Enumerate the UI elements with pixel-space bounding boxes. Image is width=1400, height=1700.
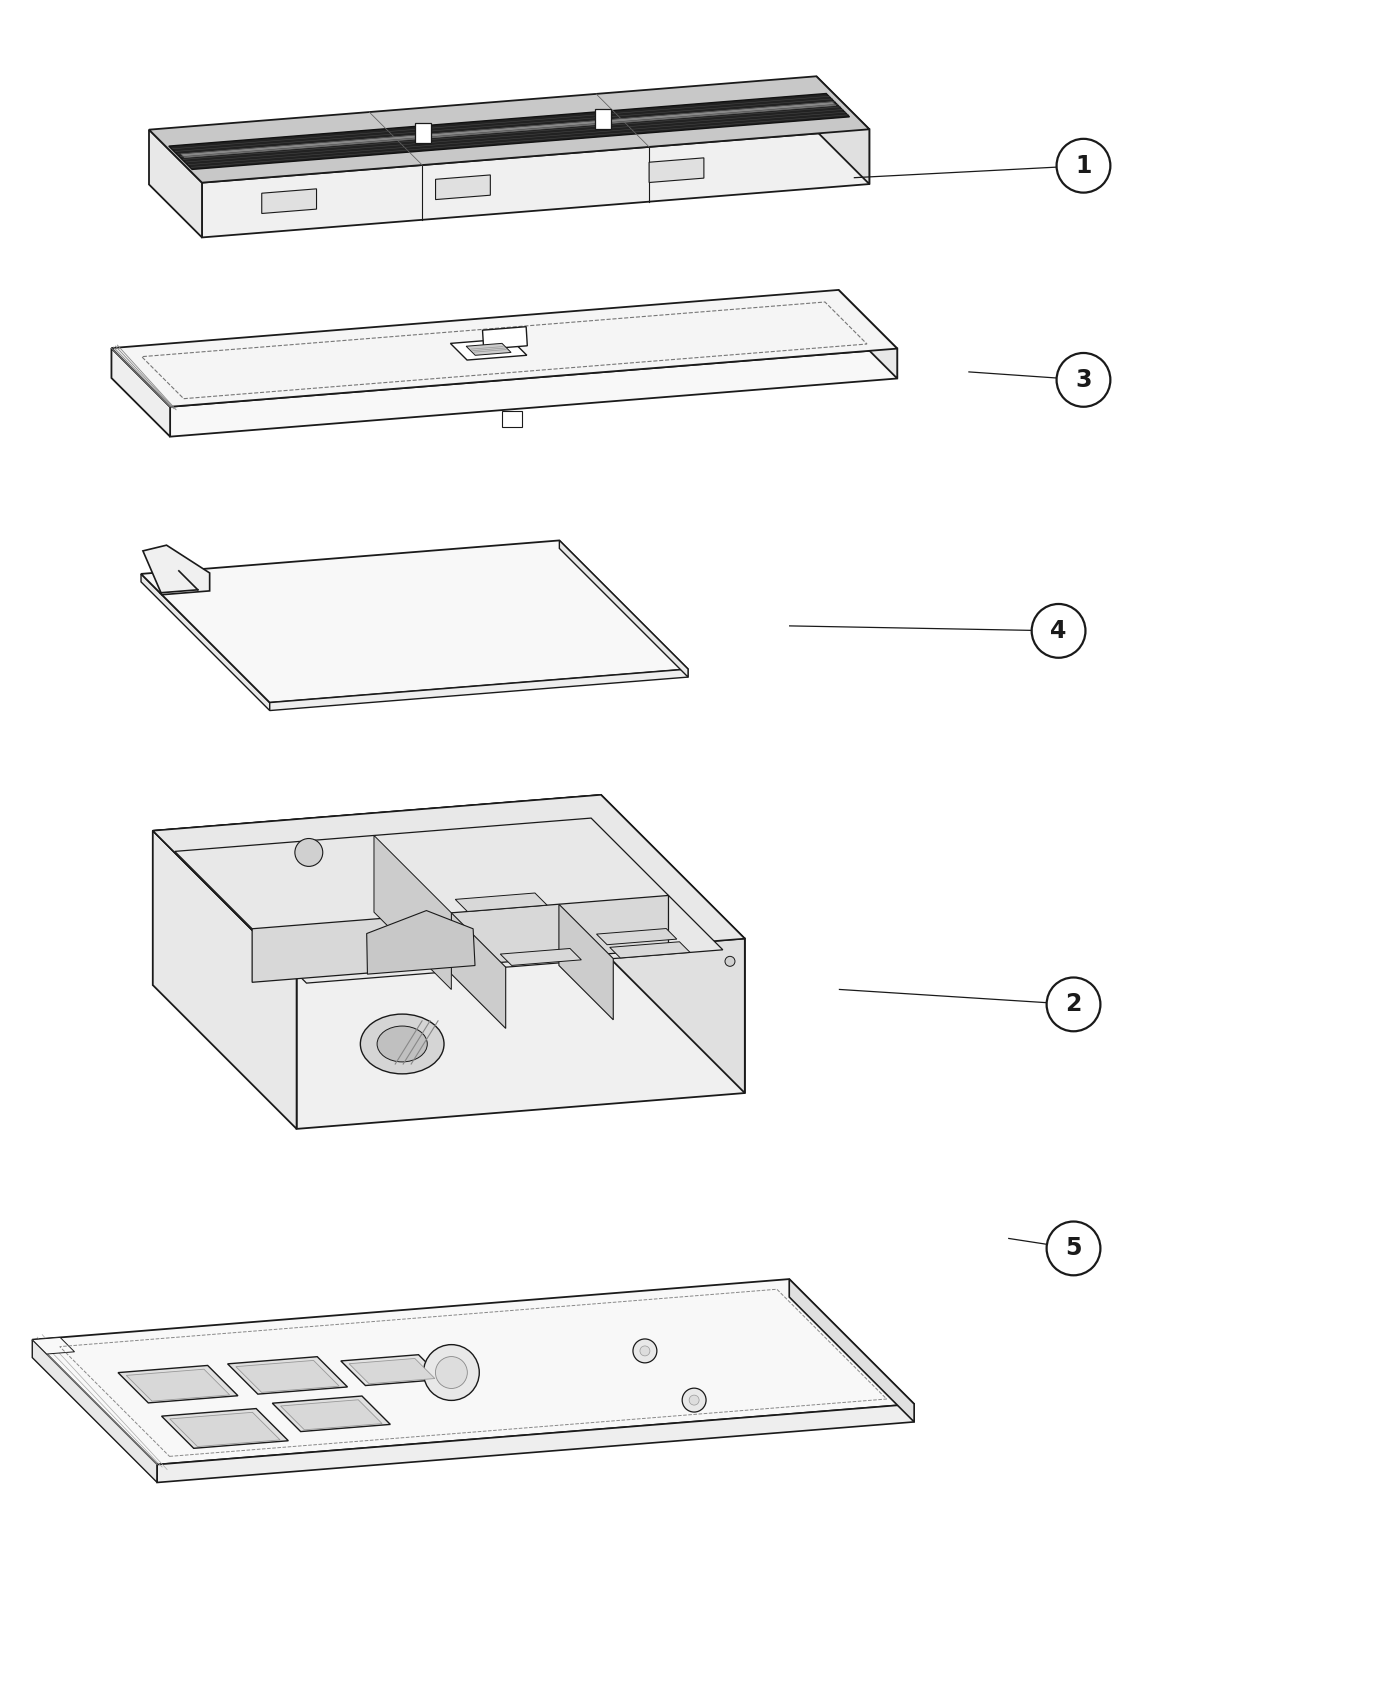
Polygon shape: [610, 942, 690, 957]
Polygon shape: [273, 1396, 391, 1431]
Polygon shape: [650, 158, 704, 182]
Polygon shape: [118, 1365, 238, 1402]
Polygon shape: [141, 575, 270, 711]
Text: 3: 3: [1075, 367, 1092, 393]
Polygon shape: [169, 94, 850, 170]
Polygon shape: [559, 904, 613, 1020]
Polygon shape: [148, 129, 202, 238]
Polygon shape: [595, 109, 610, 129]
Circle shape: [424, 1345, 479, 1401]
Polygon shape: [435, 175, 490, 199]
Polygon shape: [790, 1278, 914, 1421]
Polygon shape: [349, 1358, 435, 1384]
Circle shape: [295, 838, 323, 867]
Polygon shape: [280, 1399, 382, 1430]
Polygon shape: [560, 541, 687, 677]
Circle shape: [725, 957, 735, 966]
Circle shape: [1047, 1222, 1100, 1275]
Polygon shape: [153, 796, 601, 984]
Text: 4: 4: [1050, 619, 1067, 643]
Polygon shape: [596, 928, 676, 945]
Circle shape: [1057, 354, 1110, 406]
Polygon shape: [143, 546, 210, 595]
Polygon shape: [32, 1278, 914, 1465]
Polygon shape: [32, 1340, 157, 1482]
Polygon shape: [112, 291, 897, 406]
Polygon shape: [451, 338, 526, 360]
Circle shape: [689, 1396, 699, 1406]
Polygon shape: [270, 670, 687, 711]
Polygon shape: [451, 913, 505, 1028]
Polygon shape: [153, 796, 745, 974]
Polygon shape: [141, 541, 687, 702]
Text: 1: 1: [1075, 153, 1092, 178]
Polygon shape: [148, 76, 869, 182]
Polygon shape: [414, 122, 431, 143]
Polygon shape: [235, 1360, 339, 1392]
Polygon shape: [169, 1413, 280, 1447]
Polygon shape: [202, 129, 869, 238]
Polygon shape: [367, 911, 475, 974]
Text: 5: 5: [1065, 1236, 1082, 1260]
Polygon shape: [161, 1409, 288, 1448]
Ellipse shape: [360, 1015, 444, 1074]
Polygon shape: [839, 291, 897, 379]
Polygon shape: [175, 818, 722, 983]
Polygon shape: [252, 896, 668, 983]
Polygon shape: [455, 892, 547, 911]
Polygon shape: [126, 1368, 230, 1401]
Polygon shape: [171, 348, 897, 437]
Polygon shape: [374, 835, 451, 989]
Ellipse shape: [377, 1027, 427, 1062]
Polygon shape: [32, 1338, 74, 1353]
Circle shape: [435, 1357, 468, 1389]
Polygon shape: [466, 343, 511, 355]
Circle shape: [682, 1389, 706, 1413]
Polygon shape: [501, 411, 522, 427]
Circle shape: [633, 1340, 657, 1363]
Polygon shape: [262, 189, 316, 214]
Circle shape: [1032, 604, 1085, 658]
Polygon shape: [153, 796, 745, 974]
Text: 2: 2: [1065, 993, 1082, 1017]
Polygon shape: [816, 76, 869, 184]
Circle shape: [640, 1346, 650, 1357]
Circle shape: [1057, 139, 1110, 192]
Polygon shape: [500, 949, 581, 966]
Polygon shape: [228, 1357, 347, 1394]
Polygon shape: [181, 102, 836, 158]
Polygon shape: [153, 831, 297, 1129]
Polygon shape: [340, 1355, 444, 1386]
Polygon shape: [112, 348, 171, 437]
Polygon shape: [157, 1404, 914, 1482]
Polygon shape: [601, 796, 745, 1093]
Circle shape: [1047, 977, 1100, 1032]
Polygon shape: [297, 938, 745, 1129]
Polygon shape: [483, 326, 528, 348]
